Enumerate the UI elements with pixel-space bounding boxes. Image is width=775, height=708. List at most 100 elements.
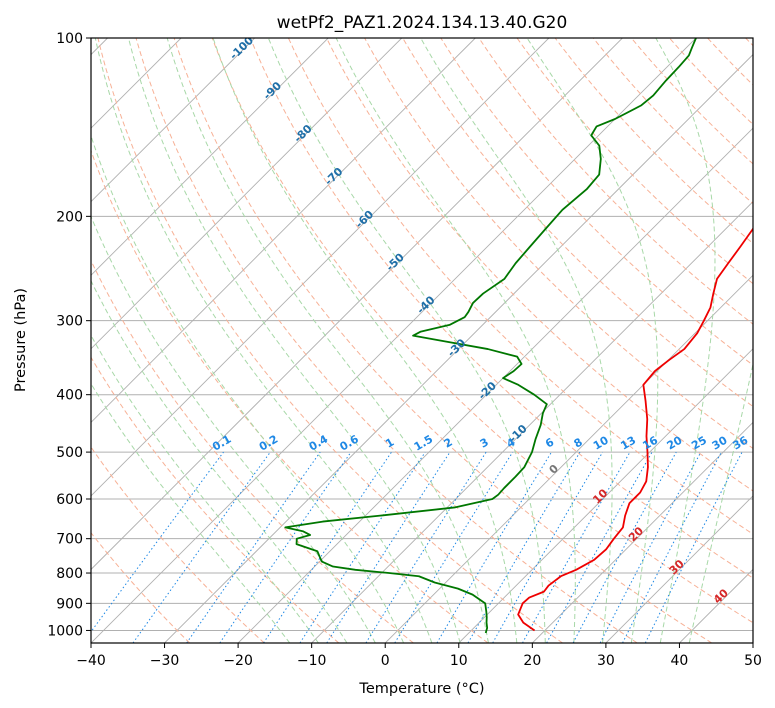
moist-adiabat (91, 279, 348, 643)
moist-adiabat (91, 215, 376, 643)
y-tick-label: 200 (56, 209, 83, 225)
y-tick-label: 600 (56, 492, 83, 508)
y-tick-label: 300 (56, 314, 83, 330)
isotherm-value-label: -70 (322, 165, 346, 188)
isotherm-line (605, 495, 753, 643)
mixing-ratio-label: 8 (572, 436, 585, 451)
dry-adiabat (592, 38, 753, 205)
moist-adiabat (335, 38, 576, 643)
isotherm-value-label: -40 (414, 293, 438, 316)
isotherm-line (91, 38, 550, 497)
isotherm-line (384, 274, 753, 643)
isotherm-value-label: -30 (445, 336, 469, 359)
mixing-ratio-label: 16 (640, 433, 660, 452)
dry-adiabat (402, 38, 753, 408)
mixing-ratio-label: 0.4 (307, 432, 331, 453)
mixing-ratio-label: 25 (689, 434, 709, 453)
mixing-ratio-label: 0.1 (210, 433, 233, 454)
mixing-ratio-line (622, 451, 722, 643)
temperature-profile-line (517, 226, 753, 632)
dry-adiabat (478, 38, 753, 325)
chart-title: wetPf2_PAZ1.2024.134.13.40.G20 (277, 13, 568, 33)
mixing-ratio-label: 0.2 (257, 433, 280, 454)
mixing-ratio-line (546, 451, 653, 643)
isotherm-line (91, 38, 697, 643)
mixing-ratio-label: 6 (543, 435, 556, 450)
mixing-ratio-label: 10 (591, 433, 611, 452)
isotherm-value-label: 10 (590, 486, 610, 506)
y-tick-label: 800 (56, 566, 83, 582)
y-tick-label: 1000 (47, 623, 83, 639)
x-tick-label: −10 (297, 653, 327, 669)
mixing-ratio-line (186, 451, 321, 643)
dry-adiabat (173, 38, 713, 643)
moist-adiabat (91, 334, 319, 643)
moist-adiabat (688, 361, 753, 643)
mixing-ratio-label: 13 (618, 434, 638, 453)
mixing-ratio-line (263, 451, 392, 643)
isotherm-line (91, 38, 255, 203)
mixing-ratio-label: 20 (665, 433, 685, 452)
y-axis-title: Pressure (hPa) (13, 288, 29, 392)
mixing-ratio-line (394, 451, 514, 643)
y-axis: 100 200 300 400 500 600 700 800 900 1000 (47, 31, 91, 639)
mixing-ratio-line (132, 451, 271, 643)
dry-adiabat (91, 149, 489, 643)
dry-adiabat (554, 38, 753, 245)
x-tick-label: −30 (150, 653, 180, 669)
isotherm-line (311, 201, 753, 643)
isotherm-line (91, 38, 476, 423)
mixing-ratio-line (326, 451, 451, 643)
moist-adiabat (526, 38, 659, 643)
isotherm-value-label: 20 (626, 524, 646, 544)
isotherm-value-label: -20 (476, 379, 500, 402)
y-tick-label: 500 (56, 445, 83, 461)
mixing-ratio-line (219, 451, 352, 643)
dry-adiabat (211, 38, 753, 624)
dry-adiabat (669, 38, 753, 126)
isotherm-line (91, 38, 623, 571)
dry-adiabat (326, 38, 753, 492)
moist-adiabat (166, 38, 489, 643)
mixing-ratio-line (91, 451, 224, 633)
isotherm-line (458, 348, 753, 643)
x-axis: −40 −30 −20 −10 0 10 20 30 40 50 (76, 643, 762, 669)
dry-adiabat (249, 38, 753, 579)
mixing-ratio-line (599, 451, 702, 643)
reference-lines (91, 38, 753, 643)
x-axis-title: Temperature (°C) (358, 681, 484, 697)
mixing-ratio-line (644, 451, 743, 643)
mixing-ratio-line (299, 451, 426, 643)
isotherm-line (237, 127, 753, 643)
x-tick-label: −40 (76, 653, 106, 669)
dewpoint-profile-line (284, 38, 697, 634)
mixing-ratio-label: 1 (383, 436, 396, 451)
x-tick-label: 10 (450, 653, 468, 669)
dry-adiabat (91, 532, 191, 643)
x-tick-label: 50 (744, 653, 762, 669)
moist-adiabat (127, 38, 461, 643)
mixing-ratio-line (492, 451, 604, 643)
x-tick-label: 0 (381, 653, 390, 669)
plot-frame (90, 37, 754, 644)
mixing-ratio-line (572, 451, 677, 643)
dry-adiabat (707, 38, 753, 86)
moist-adiabat (420, 38, 613, 643)
isotherm-value-label: -60 (353, 208, 377, 231)
mixing-ratio-line (467, 451, 581, 643)
mixing-ratio-line (365, 451, 487, 643)
isotherm-value-label: -80 (291, 122, 315, 145)
dry-adiabat (97, 38, 563, 643)
dry-adiabat (364, 38, 753, 450)
dry-adiabat (440, 38, 753, 366)
moist-adiabat (212, 38, 518, 643)
isotherm-value-label: 30 (667, 557, 687, 577)
dry-adiabat (135, 38, 638, 643)
dry-adiabat (287, 38, 753, 535)
x-tick-label: −20 (223, 653, 253, 669)
mixing-ratio-line (436, 451, 552, 643)
plot-area (91, 38, 753, 643)
isotherm-line (752, 642, 753, 643)
